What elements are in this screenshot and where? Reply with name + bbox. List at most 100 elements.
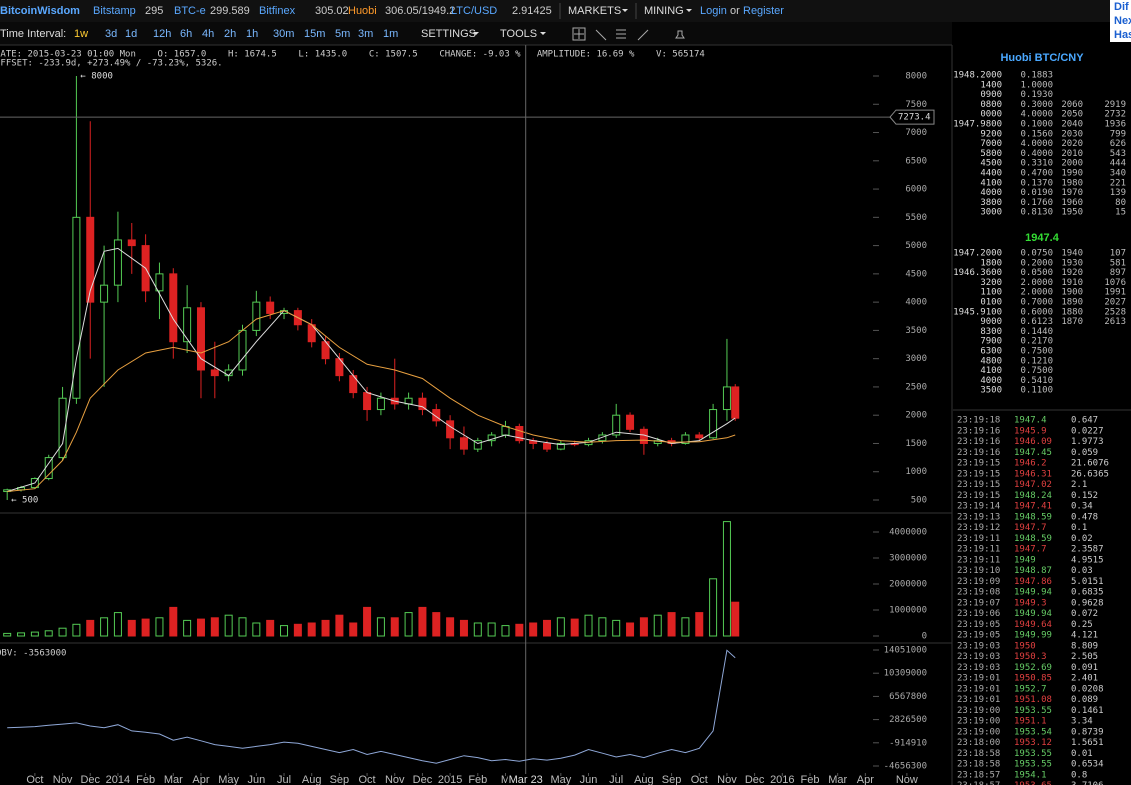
order-book-cell: 0.7500: [1020, 347, 1053, 357]
order-book-cell: 897: [1110, 268, 1126, 278]
trade-price: 1953.54: [1014, 727, 1052, 737]
logo[interactable]: BitcoinWisdom: [0, 5, 80, 17]
volume-bar: [529, 622, 538, 637]
trade-amount: 0.478: [1071, 512, 1098, 522]
volume-bar: [695, 612, 704, 637]
candle-body: [183, 307, 192, 343]
icon-pen[interactable]: [637, 29, 649, 41]
order-book-cell: 4100: [980, 178, 1002, 188]
interval-button[interactable]: 2h: [224, 28, 236, 40]
order-book-cell: 2.0000: [1020, 278, 1053, 288]
trade-amount: 2.505: [1071, 652, 1098, 662]
trade-amount: 2.401: [1071, 674, 1098, 684]
order-book-cell: 0.1100: [1020, 386, 1053, 396]
order-book-cell: 2732: [1104, 110, 1126, 120]
volume-bar: [72, 623, 81, 637]
interval-button[interactable]: 12h: [153, 28, 171, 40]
interval-button[interactable]: 30m: [273, 28, 294, 40]
trade-time: 23:19:09: [957, 577, 1000, 587]
order-book-cell: 1930: [1061, 258, 1083, 268]
order-book-cell: 0.0750: [1020, 249, 1053, 259]
order-book-cell: 1947.2000: [953, 249, 1002, 259]
volume-bar: [731, 601, 740, 637]
order-book-cell: 1947.9800: [953, 120, 1002, 130]
y-tick-label: 5500: [905, 213, 927, 223]
side-box-text: Has: [1114, 29, 1131, 41]
volume-bar: [169, 606, 178, 637]
icon-draw[interactable]: [595, 29, 607, 41]
order-book-cell: 0.2000: [1020, 258, 1053, 268]
register-link[interactable]: Register: [743, 5, 784, 17]
order-book-cell: 1910: [1061, 278, 1083, 288]
order-book-cell: 340: [1110, 169, 1126, 179]
market-name[interactable]: BTC-e: [174, 5, 206, 17]
volume-bar: [58, 627, 67, 637]
candle-body: [127, 239, 136, 247]
interval-button[interactable]: 5m: [335, 28, 350, 40]
interval-button[interactable]: 1w: [74, 28, 88, 40]
dropdown-arrow: [473, 32, 479, 35]
interval-button[interactable]: 1d: [125, 28, 137, 40]
icon-alert[interactable]: [675, 30, 685, 39]
y-tick-label: -4656300: [884, 762, 927, 772]
order-book-cell: 1900: [1061, 288, 1083, 298]
order-book-cell: 0.3310: [1020, 159, 1053, 169]
x-tick-label: Sep: [330, 774, 350, 785]
order-book-cell: 3200: [980, 278, 1002, 288]
trade-price: 1953.12: [1014, 738, 1052, 748]
interval-button[interactable]: 3d: [105, 28, 117, 40]
y-tick-label: 1000000: [889, 606, 927, 616]
order-book-cell: 2919: [1104, 100, 1126, 110]
login-link[interactable]: Login: [700, 5, 727, 17]
interval-button[interactable]: 6h: [180, 28, 192, 40]
order-book-cell: 0.4000: [1020, 149, 1053, 159]
trade-time: 23:18:00: [957, 738, 1000, 748]
x-tick-label: Dec: [745, 774, 765, 785]
trade-price: 1949.64: [1014, 620, 1052, 630]
icon-crosshair[interactable]: [572, 27, 586, 41]
y-tick-label: 14051000: [884, 646, 927, 656]
order-book-cell: 2050: [1061, 110, 1083, 120]
y-tick-label: 1000: [905, 467, 927, 477]
trade-time: 23:19:01: [957, 695, 1000, 705]
order-book-cell: 8300: [980, 327, 1002, 337]
trade-time: 23:19:08: [957, 588, 1000, 598]
login-or: or: [730, 5, 740, 17]
trade-price: 1946.09: [1014, 437, 1052, 447]
order-book-cell: 0.6000: [1020, 307, 1053, 317]
volume-bar: [639, 617, 648, 637]
interval-button[interactable]: 1m: [383, 28, 398, 40]
volume-bar: [446, 617, 455, 637]
order-book-cell: 1.0000: [1020, 80, 1053, 90]
y-tick-label: 6500: [905, 156, 927, 166]
interval-button[interactable]: 15m: [304, 28, 325, 40]
order-book-cell: 2010: [1061, 149, 1083, 159]
candle-body: [731, 386, 740, 419]
trade-price: 1950.3: [1014, 652, 1047, 662]
market-price: 306.05/1949.2: [385, 5, 455, 17]
nav-menu[interactable]: MINING: [644, 5, 684, 17]
market-name[interactable]: Bitfinex: [259, 5, 296, 17]
order-book-cell: 5800: [980, 149, 1002, 159]
mid-price: 1947.4: [1025, 232, 1060, 244]
toolbar-menu[interactable]: TOOLS: [500, 28, 537, 40]
toolbar-menu[interactable]: SETTINGS: [421, 28, 476, 40]
candle-body: [556, 442, 565, 450]
interval-button[interactable]: 4h: [202, 28, 214, 40]
order-book-cell: 1960: [1061, 198, 1083, 208]
market-name[interactable]: Huobi: [348, 5, 377, 17]
volume-bar: [556, 617, 565, 637]
nav-menu[interactable]: MARKETS: [568, 5, 621, 17]
y-tick-label: -914910: [889, 738, 927, 748]
order-book-cell: 0.3000: [1020, 100, 1053, 110]
order-book-cell: 3800: [980, 198, 1002, 208]
volume-bar: [141, 618, 150, 637]
market-price: 295: [145, 5, 163, 17]
volume-bar: [709, 578, 718, 637]
interval-button[interactable]: 1h: [246, 28, 258, 40]
market-name[interactable]: LTC/USD: [451, 5, 497, 17]
order-book-cell: 221: [1110, 178, 1126, 188]
interval-button[interactable]: 3m: [358, 28, 373, 40]
market-name[interactable]: Bitstamp: [93, 5, 136, 17]
dropdown-arrow: [686, 9, 692, 12]
